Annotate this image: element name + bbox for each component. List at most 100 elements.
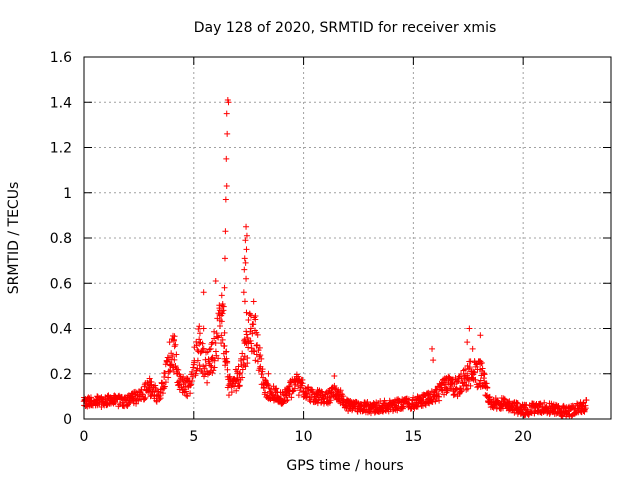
- data-point: [213, 330, 220, 337]
- data-point: [220, 307, 227, 314]
- data-point: [194, 357, 201, 364]
- data-point: [278, 395, 285, 402]
- data-point: [355, 399, 362, 406]
- data-point: [224, 366, 231, 373]
- data-point: [327, 397, 334, 404]
- data-point: [156, 396, 163, 403]
- data-point: [237, 370, 244, 377]
- data-point: [211, 328, 218, 335]
- data-point: [464, 339, 471, 346]
- data-point: [172, 341, 179, 348]
- data-point: [243, 223, 250, 230]
- data-point: [209, 369, 216, 376]
- data-point: [193, 342, 200, 349]
- data-point: [239, 350, 246, 357]
- data-point: [189, 368, 196, 375]
- data-point: [219, 302, 226, 309]
- y-axis-title: SRMTID / TECUs: [6, 182, 22, 295]
- plot-frame: [83, 56, 612, 420]
- data-point: [215, 334, 222, 341]
- data-point: [211, 357, 218, 364]
- data-point: [205, 356, 212, 363]
- data-point: [257, 352, 264, 359]
- data-point: [582, 402, 589, 409]
- y-tick-label: 0.2: [50, 367, 72, 383]
- data-point: [242, 363, 249, 370]
- data-point: [104, 402, 111, 409]
- data-point: [243, 232, 250, 239]
- data-point: [245, 316, 252, 323]
- data-point: [207, 345, 214, 352]
- x-tick-label: 20: [514, 429, 532, 445]
- data-point: [139, 391, 146, 398]
- data-point: [199, 340, 206, 347]
- data-point: [435, 393, 442, 400]
- data-point: [428, 388, 435, 395]
- data-point: [200, 325, 207, 332]
- data-point: [377, 398, 384, 405]
- data-point: [190, 361, 197, 368]
- data-point: [236, 370, 243, 377]
- data-point: [245, 344, 252, 351]
- data-point: [296, 387, 303, 394]
- data-point: [478, 360, 485, 367]
- data-point: [168, 361, 175, 368]
- data-point: [477, 332, 484, 339]
- data-point: [226, 374, 233, 381]
- data-point: [223, 110, 230, 117]
- data-point: [208, 363, 215, 370]
- data-point: [183, 392, 190, 399]
- data-point: [254, 342, 261, 349]
- data-point: [430, 357, 437, 364]
- data-point: [241, 298, 248, 305]
- data-point: [265, 382, 272, 389]
- data-point: [187, 382, 194, 389]
- data-point: [161, 370, 168, 377]
- data-point: [258, 355, 265, 362]
- y-tick-label: 1.2: [50, 141, 72, 157]
- data-point: [194, 347, 201, 354]
- data-point: [252, 316, 259, 323]
- data-point: [175, 366, 182, 373]
- data-point: [244, 360, 251, 367]
- data-point: [400, 403, 407, 410]
- data-point: [221, 284, 228, 291]
- data-point: [221, 342, 228, 349]
- data-point: [207, 362, 214, 369]
- data-point: [337, 387, 344, 394]
- data-point: [250, 298, 257, 305]
- data-point: [171, 356, 178, 363]
- data-point: [405, 396, 412, 403]
- data-point: [243, 331, 250, 338]
- data-point: [307, 398, 314, 405]
- data-point: [208, 355, 215, 362]
- grid-lines: [84, 57, 611, 419]
- data-point: [190, 364, 197, 371]
- data-point: [87, 394, 94, 401]
- data-point: [159, 379, 166, 386]
- y-tick-label: 1: [63, 186, 72, 202]
- y-tick-label: 0: [63, 412, 72, 428]
- x-axis-title: GPS time / hours: [286, 458, 403, 474]
- data-point: [221, 329, 228, 336]
- data-point: [215, 355, 222, 362]
- data-point: [240, 289, 247, 296]
- data-point: [581, 406, 588, 413]
- data-point: [200, 345, 207, 352]
- data-point: [135, 397, 142, 404]
- data-point: [256, 344, 263, 351]
- data-point: [418, 397, 425, 404]
- data-point: [147, 382, 154, 389]
- data-point: [514, 400, 521, 407]
- data-point: [466, 325, 473, 332]
- data-point: [472, 376, 479, 383]
- data-point: [244, 354, 251, 361]
- data-point: [273, 385, 280, 392]
- x-tick-label: 5: [189, 429, 198, 445]
- data-point: [171, 336, 178, 343]
- data-series-xmis: [80, 96, 590, 420]
- data-point: [200, 289, 207, 296]
- data-point: [153, 398, 160, 405]
- data-point: [458, 387, 465, 394]
- data-point: [223, 355, 230, 362]
